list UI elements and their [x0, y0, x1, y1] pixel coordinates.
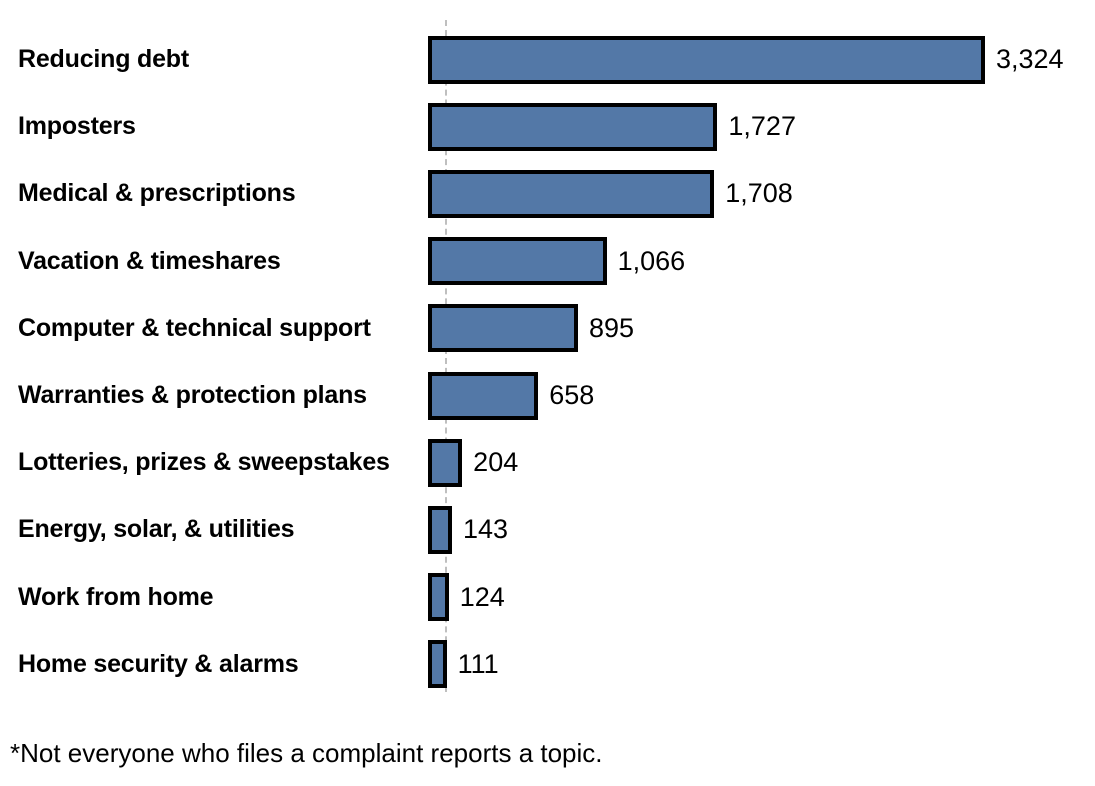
category-label: Imposters	[18, 112, 136, 141]
chart-row: Work from home 124	[0, 564, 1095, 631]
chart-row: Reducing debt 3,324	[0, 26, 1095, 93]
bar	[428, 505, 452, 554]
value-label: 143	[462, 514, 509, 545]
value-label: 895	[588, 312, 635, 343]
bar-area: 658	[428, 362, 1095, 429]
category-label: Medical & prescriptions	[18, 179, 296, 208]
category-label: Work from home	[18, 582, 214, 611]
value-label: 3,324	[996, 44, 1064, 75]
bar	[428, 237, 607, 286]
value-label: 204	[473, 447, 519, 478]
chart-rows: Reducing debt 3,324 Imposters 1,727 Medical …	[0, 26, 1095, 698]
bar	[428, 304, 578, 353]
chart-row: Energy, solar, & utilities 143	[0, 496, 1095, 563]
chart-row: Warranties & protection plans 658	[0, 362, 1095, 429]
category-label: Warranties & protection plans	[18, 381, 367, 410]
value-label: 111	[457, 648, 499, 679]
category-label: Energy, solar, & utilities	[18, 515, 295, 544]
bar-chart: Reducing debt 3,324 Imposters 1,727 Medical …	[0, 20, 1095, 698]
value-label: 1,708	[725, 178, 793, 209]
bar	[428, 102, 718, 151]
category-label: Computer & technical support	[18, 313, 371, 342]
axis-baseline	[445, 20, 447, 692]
value-label: 1,727	[728, 111, 796, 142]
bar-area: 895	[428, 295, 1095, 362]
value-label: 658	[549, 380, 595, 411]
category-label: Lotteries, prizes & sweepstakes	[18, 448, 390, 477]
bar	[428, 438, 463, 487]
chart-row: Lotteries, prizes & sweepstakes 204	[0, 429, 1095, 496]
category-label: Vacation & timeshares	[18, 246, 281, 275]
bar	[428, 35, 985, 84]
chart-row: Vacation & timeshares 1,066	[0, 228, 1095, 295]
chart-row: Computer & technical support 895	[0, 295, 1095, 362]
bar-area: 143	[428, 496, 1095, 563]
bar-area: 1,727	[428, 93, 1095, 160]
bar-area: 1,708	[428, 160, 1095, 227]
chart-footnote: *Not everyone who files a complaint repo…	[10, 738, 603, 768]
category-label: Reducing debt	[18, 45, 190, 74]
chart-row: Home security & alarms 111	[0, 631, 1095, 698]
bar	[428, 573, 449, 622]
value-label: 1,066	[617, 245, 686, 276]
bar-area: 204	[428, 429, 1095, 496]
bar	[428, 371, 539, 420]
chart-row: Imposters 1,727	[0, 93, 1095, 160]
bar-area: 111	[428, 631, 1095, 698]
chart-row: Medical & prescriptions 1,708	[0, 160, 1095, 227]
bar-area: 124	[428, 564, 1095, 631]
bar	[428, 169, 715, 218]
value-label: 124	[459, 581, 505, 612]
category-label: Home security & alarms	[18, 649, 299, 678]
bar-area: 1,066	[428, 228, 1095, 295]
bar	[428, 640, 447, 689]
bar-area: 3,324	[428, 26, 1095, 93]
